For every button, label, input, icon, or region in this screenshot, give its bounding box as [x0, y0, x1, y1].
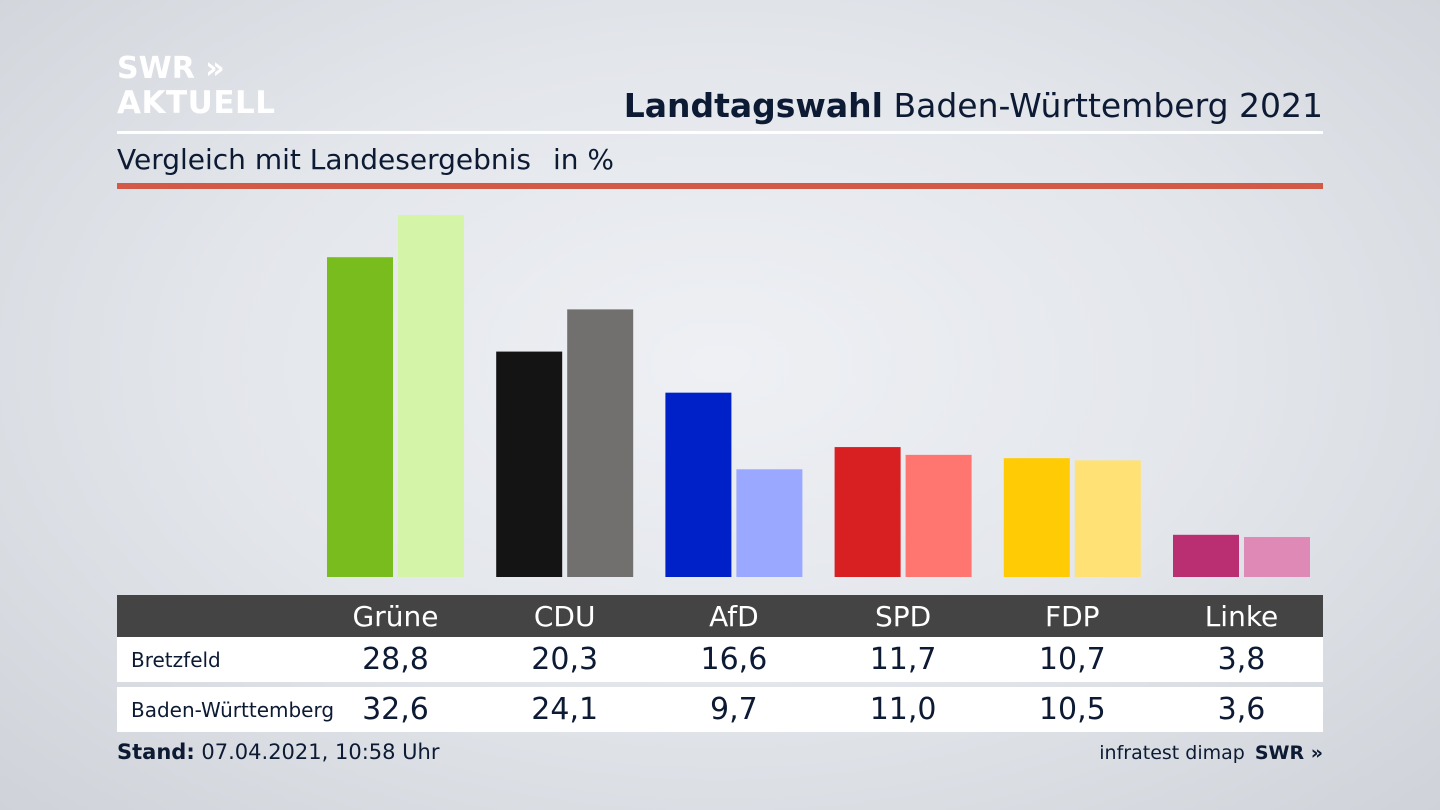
value-cell: 20,3: [531, 642, 599, 677]
value-cell: 10,7: [1038, 642, 1106, 677]
title-divider: [117, 131, 1323, 134]
bar-linke-bretzfeld: [1173, 534, 1239, 577]
table-header: Grüne CDU AfD SPD FDP Linke: [117, 595, 1323, 637]
accent-divider: [117, 183, 1323, 189]
page-title: Landtagswahl Baden-Württemberg 2021: [624, 86, 1323, 125]
value-cell: 3,8: [1217, 642, 1266, 677]
logo-line-1: SWR »: [117, 51, 225, 86]
source-credit: infratest dimap SWR »: [1099, 742, 1323, 764]
bar-fdp-bretzfeld: [1003, 458, 1070, 577]
bar-grne-bw: [398, 215, 464, 577]
category-label: AfD: [709, 599, 759, 633]
bar-afd-bretzfeld: [665, 392, 732, 577]
logo-line-2: AKTUELL: [117, 85, 276, 121]
value-cell: 11,0: [869, 692, 937, 727]
category-label: Linke: [1204, 599, 1279, 633]
bar-spd-bretzfeld: [834, 447, 901, 577]
bar-chart: [327, 215, 1310, 577]
value-cell: 24,1: [531, 692, 599, 727]
stand-value: 07.04.2021, 10:58 Uhr: [194, 740, 440, 764]
title-bold: Landtagswahl: [623, 86, 883, 125]
timestamp: Stand: 07.04.2021, 10:58 Uhr: [117, 740, 440, 764]
stand-label: Stand:: [117, 740, 195, 764]
row-label: Baden-Württemberg: [131, 697, 335, 722]
bar-afd-bw: [736, 469, 803, 577]
value-cell: 11,7: [869, 642, 937, 677]
category-label: SPD: [874, 599, 932, 633]
bar-grne-bretzfeld: [327, 257, 393, 577]
category-label: FDP: [1045, 599, 1100, 633]
chart-subtitle: Vergleich mit Landesergebnis in %: [117, 143, 614, 176]
value-cell: 3,6: [1217, 692, 1266, 727]
value-cell: 32,6: [362, 692, 429, 727]
source-text: infratest dimap: [1099, 742, 1245, 764]
bar-linke-bw: [1244, 537, 1310, 577]
results-table: Grüne CDU AfD SPD FDP Linke Bretzfeld 28,8 20,…: [117, 595, 1323, 732]
value-cell: 9,7: [710, 692, 758, 727]
unit-label: in %: [552, 143, 615, 176]
bar-fdp-bw: [1074, 460, 1141, 577]
bar-spd-bw: [905, 454, 972, 577]
title-rest: Baden-Württemberg 2021: [882, 86, 1323, 125]
swr-aktuell-logo: SWR » AKTUELL: [117, 54, 276, 119]
category-label: Grüne: [352, 599, 439, 633]
value-cell: 10,5: [1038, 692, 1106, 727]
subtitle-text: Vergleich mit Landesergebnis: [117, 143, 531, 176]
swr-brand: SWR »: [1254, 742, 1323, 764]
category-label: CDU: [533, 599, 596, 633]
table-row: Baden-Württemberg 32,6 24,1 9,7 11,0 10,5 3,6: [117, 687, 1323, 732]
row-label: Bretzfeld: [131, 647, 221, 672]
value-cell: 28,8: [362, 642, 429, 677]
value-cell: 16,6: [700, 642, 768, 677]
bar-cdu-bretzfeld: [496, 351, 563, 577]
table-row: Bretzfeld 28,8 20,3 16,6 11,7 10,7 3,8: [117, 637, 1323, 682]
bar-cdu-bw: [567, 309, 634, 577]
